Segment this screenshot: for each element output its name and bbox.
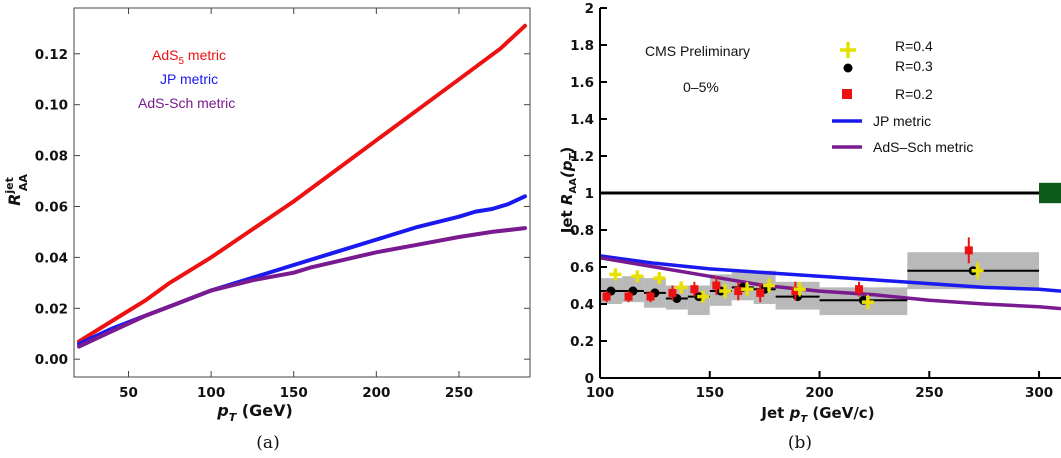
legend-label-r04: R=0.4 [895, 38, 933, 54]
r02-point [964, 246, 973, 255]
r02-point [690, 285, 699, 294]
y-tick-label-b: 0.6 [570, 260, 594, 276]
r02-point [668, 288, 677, 297]
plot-frame-a [73, 7, 531, 378]
annotation-cms-preliminary: CMS Preliminary [645, 43, 750, 59]
x-axis-label-b: Jet pT (GeV/c) [760, 404, 874, 425]
r02-point [602, 292, 611, 301]
series-lines-a [77, 23, 527, 349]
y-tick-label-a: 0.08 [35, 149, 68, 165]
legend-jp: JP metric [160, 71, 218, 87]
series-line-jp-b [599, 254, 1061, 293]
caption-b: (b) [788, 433, 812, 453]
y-tick-label-a: 0.00 [35, 352, 68, 368]
legend-marker-r02 [842, 89, 852, 99]
r02-point [734, 287, 743, 296]
series-lines-b [599, 254, 1061, 311]
x-tick-label-b: 200 [805, 385, 833, 401]
x-tick-label-a: 200 [362, 385, 390, 401]
y-tick-label-b: 1.4 [570, 112, 594, 128]
y-tick-label-b: 0.8 [570, 223, 594, 239]
r02-point [855, 285, 864, 294]
legend-marker-r04 [840, 42, 856, 58]
r02-point [756, 288, 765, 297]
legend-label-r02: R=0.2 [895, 86, 933, 102]
x-tick-label-a: 100 [197, 385, 225, 401]
panel-b: 100 150 200 250 300 0 0.2 0.4 0.6 0.8 1 1.2 1.4 1.6 1.… [558, 1, 1061, 453]
x-tick-label-b: 150 [696, 385, 724, 401]
legend-adssch: AdS-Sch metric [138, 95, 235, 111]
y-tick-label-b: 1.2 [570, 149, 594, 165]
legend-marker-r03 [843, 63, 853, 73]
legend-label-jp: JP metric [873, 113, 931, 129]
y-tick-label-b: 2 [585, 1, 594, 17]
y-tick-label-b: 0.2 [570, 334, 594, 350]
x-tick-label-b: 300 [1025, 385, 1053, 401]
legend-ads5: AdS5 metric [152, 47, 226, 67]
r02-point [791, 287, 800, 296]
r02-point [624, 292, 633, 301]
series-line-ads5 [77, 23, 527, 344]
y-tick-label-b: 1 [585, 186, 594, 202]
x-tick-label-a: 250 [445, 385, 473, 401]
r02-point [646, 292, 655, 301]
y-tick-label-b: 1.6 [570, 75, 594, 91]
axis-ticks-b: 100 150 200 250 300 0 0.2 0.4 0.6 0.8 1 1.2 1.4 1.6 1.… [570, 1, 1053, 401]
y-tick-label-a: 0.02 [35, 301, 68, 317]
series-line-adssch-b [599, 256, 1061, 311]
panel-a: 50 100 150 200 250 0.00 0.02 0.04 0.06 0.08 0.10 0.… [3, 7, 531, 453]
annotation-centrality: 0–5% [683, 79, 719, 95]
series-line-adssch [77, 226, 527, 349]
x-tick-label-a: 150 [280, 385, 308, 401]
y-axis-label-b: Jet RAA(pT) [558, 147, 579, 234]
x-tick-label-b: 250 [915, 385, 943, 401]
y-tick-label-a: 0.04 [35, 250, 68, 266]
x-tick-label-b: 100 [586, 385, 614, 401]
caption-a: (a) [256, 433, 279, 453]
y-tick-label-a: 0.12 [35, 47, 68, 63]
legend-label-adssch: AdS–Sch metric [873, 139, 973, 155]
y-tick-label-a: 0.10 [35, 98, 68, 114]
y-tick-label-b: 1.8 [570, 38, 594, 54]
y-tick-label-a: 0.06 [35, 199, 68, 215]
y-tick-label-b: 0 [585, 371, 594, 387]
y-axis-label-a: RjetAA [3, 174, 30, 206]
x-tick-label-a: 50 [119, 385, 138, 401]
axis-ticks-a: 50 100 150 200 250 0.00 0.02 0.04 0.06 0.08 0.10 0.… [35, 8, 530, 401]
systematic-boxes [600, 252, 1040, 316]
legend-label-r03: R=0.3 [895, 58, 933, 74]
y-tick-label-b: 0.4 [570, 297, 594, 313]
x-axis-label-a: pT (GeV) [216, 401, 293, 424]
data-points-b [600, 237, 1040, 310]
normalization-uncertainty-box [1039, 182, 1061, 204]
legend-b: R=0.4 R=0.3 R=0.2 JP metric AdS–Sch metr… [832, 38, 973, 155]
r02-point [712, 281, 721, 290]
